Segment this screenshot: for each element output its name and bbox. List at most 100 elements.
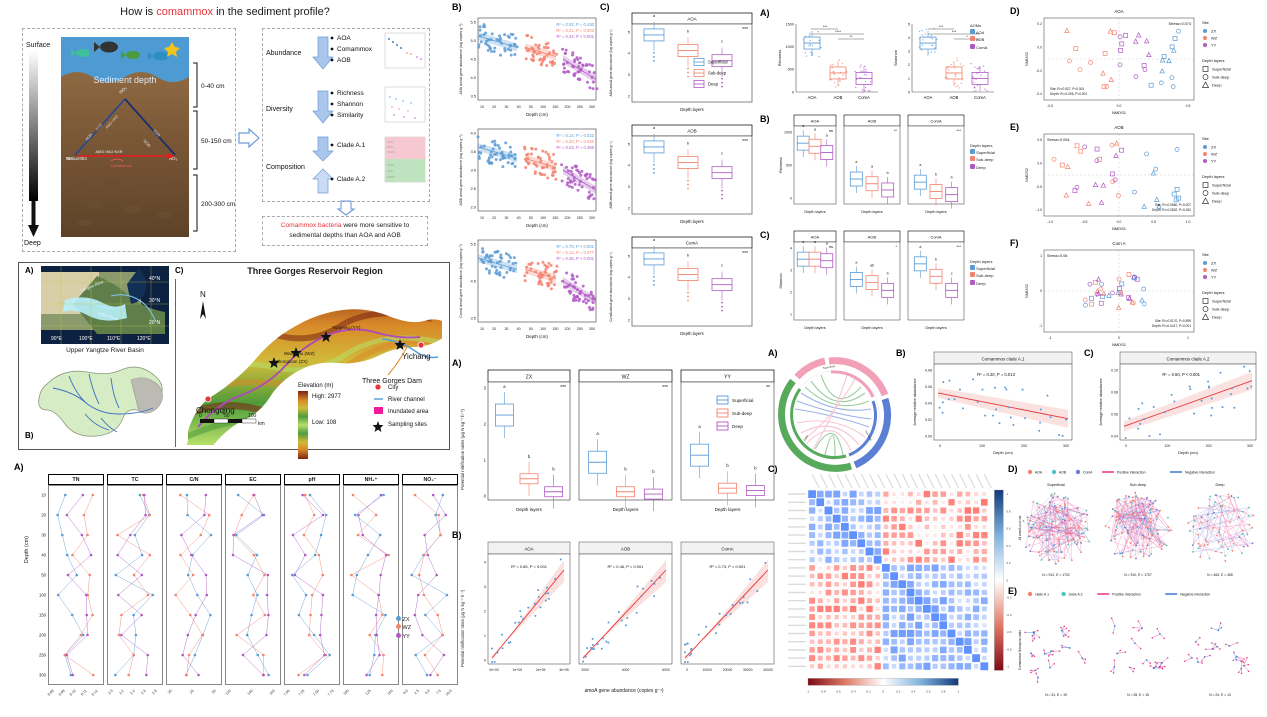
svg-text:Superficial: Superficial xyxy=(732,398,753,403)
scatter-panel-label: B) xyxy=(452,2,462,12)
svg-text:150: 150 xyxy=(39,612,47,617)
svg-text:4.0: 4.0 xyxy=(470,130,476,135)
svg-text:0: 0 xyxy=(686,668,688,672)
svg-text:R² = 0.12, P = 0.077: R² = 0.12, P = 0.077 xyxy=(556,250,594,255)
svg-text:5.5: 5.5 xyxy=(470,19,476,24)
svg-text:0.8: 0.8 xyxy=(1006,509,1011,513)
svg-text:3e+05: 3e+05 xyxy=(559,668,569,672)
svg-text:Comammox clade A.1: Comammox clade A.1 xyxy=(982,357,1026,362)
svg-text:120: 120 xyxy=(225,689,232,696)
svg-text:b: b xyxy=(887,271,889,275)
svg-text:NMDS1: NMDS1 xyxy=(1112,226,1127,231)
svg-text:110°E: 110°E xyxy=(107,336,121,342)
svg-text:1: 1 xyxy=(908,77,910,81)
svg-text:50-150 cm: 50-150 cm xyxy=(201,138,232,145)
svg-text:Sub-deep: Sub-deep xyxy=(1212,191,1230,196)
svg-text:N = 28, E = 15: N = 28, E = 15 xyxy=(1127,693,1149,697)
svg-text:AOB: AOB xyxy=(1114,125,1123,130)
depth-facet-title: C/N xyxy=(166,474,222,485)
svg-text:Shannon: Shannon xyxy=(893,50,898,66)
svg-text:3: 3 xyxy=(908,50,910,54)
svg-text:300: 300 xyxy=(39,672,47,677)
svg-text:-0.4: -0.4 xyxy=(851,689,857,693)
svg-text:0.2: 0.2 xyxy=(1006,561,1011,565)
svg-text:40: 40 xyxy=(41,552,46,557)
svg-text:a: a xyxy=(855,260,857,264)
svg-text:Surface: Surface xyxy=(26,42,50,49)
svg-text:clade A.1: clade A.1 xyxy=(1035,593,1049,597)
svg-text:Site: R²=0.0170, P=0.899: Site: R²=0.0170, P=0.899 xyxy=(1155,319,1191,323)
legend-item-zx: ZX xyxy=(396,616,411,624)
svg-text:-0.2: -0.2 xyxy=(866,689,872,693)
map-panel-b-label: B) xyxy=(25,431,33,440)
svg-text:AOA: AOA xyxy=(811,235,820,240)
svg-text:7.25: 7.25 xyxy=(298,689,306,697)
svg-text:N: N xyxy=(200,290,206,299)
svg-text:40: 40 xyxy=(517,327,521,331)
svg-text:-0.4: -0.4 xyxy=(1036,92,1042,96)
nitrification-regression-figure: B) Potential nitrification rates (µg N k… xyxy=(452,530,782,700)
svg-text:5: 5 xyxy=(628,253,631,258)
svg-text:AOB: AOB xyxy=(1059,471,1067,475)
nitrification-panel-label: A) xyxy=(452,358,462,368)
svg-text:YY: YY xyxy=(724,375,731,381)
svg-text:Average relative abundance: Average relative abundance xyxy=(1099,378,1103,425)
svg-text:0.0: 0.0 xyxy=(1117,104,1122,108)
svg-text:200: 200 xyxy=(39,632,47,637)
svg-text:***: *** xyxy=(742,139,748,145)
svg-text:200-300 cm: 200-300 cm xyxy=(201,201,235,208)
svg-text:Shannon: Shannon xyxy=(779,273,783,288)
legend-dot-yy xyxy=(396,633,401,638)
svg-text:4: 4 xyxy=(628,51,631,56)
svg-text:160: 160 xyxy=(269,689,276,696)
svg-text:WZ: WZ xyxy=(1211,152,1218,157)
svg-text:b: b xyxy=(935,173,937,177)
svg-text:ComA: ComA xyxy=(686,241,698,246)
svg-text:Superficial: Superficial xyxy=(822,364,835,370)
svg-text:AOB: AOB xyxy=(868,119,877,124)
conclusion-box: Comammox bacteria were more sensitive to… xyxy=(262,216,428,246)
svg-text:AOA: AOA xyxy=(808,95,817,100)
svg-text:Deep: Deep xyxy=(1212,199,1222,204)
svg-text:Deep: Deep xyxy=(708,82,719,87)
svg-text:Depth layers: Depth layers xyxy=(680,331,704,336)
svg-text:Stress=0.08: Stress=0.08 xyxy=(1047,254,1067,258)
svg-text:0: 0 xyxy=(484,658,486,662)
svg-text:Depth: R²=0.096, P<0.001: Depth: R²=0.096, P<0.001 xyxy=(1050,92,1087,96)
diversity-c-legend: Depth layers Superficial Sub-deep Deep xyxy=(970,258,995,287)
svg-text:0.5: 0.5 xyxy=(1151,220,1156,224)
swatch-superficial2 xyxy=(970,265,975,270)
legend-row: Superficial xyxy=(970,265,995,272)
svg-text:***: *** xyxy=(956,244,961,249)
svg-text:Diversity: Diversity xyxy=(266,106,293,113)
svg-text:2.2: 2.2 xyxy=(118,689,124,695)
svg-text:ComA: ComA xyxy=(930,235,941,240)
svg-text:20: 20 xyxy=(492,216,496,220)
svg-text:N = 24, E = 13: N = 24, E = 13 xyxy=(1209,693,1231,697)
svg-text:c: c xyxy=(721,263,723,268)
svg-text:250: 250 xyxy=(577,216,583,220)
swatch-deep2 xyxy=(970,280,975,285)
svg-text:2.6: 2.6 xyxy=(470,186,476,191)
svg-text:250: 250 xyxy=(577,327,583,331)
svg-text:Composition: Composition xyxy=(266,164,305,171)
svg-text:Stress=0.094: Stress=0.094 xyxy=(1047,138,1069,142)
svg-text:1: 1 xyxy=(484,634,486,638)
svg-text:50: 50 xyxy=(41,572,46,577)
svg-text:300: 300 xyxy=(589,327,595,331)
svg-text:200: 200 xyxy=(1021,444,1027,448)
svg-text:Yichang: Yichang xyxy=(402,352,431,361)
